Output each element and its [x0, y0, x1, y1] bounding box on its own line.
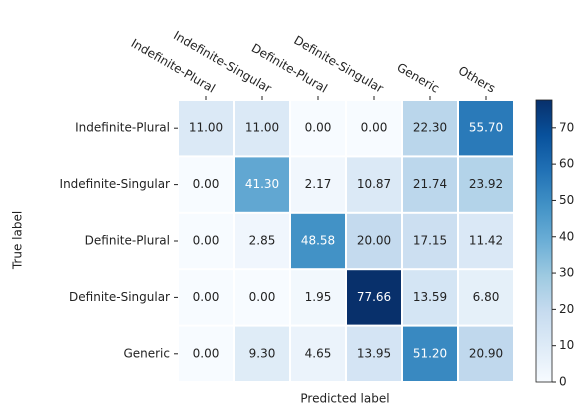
cell-label: 51.20 [413, 346, 447, 360]
colorbar-tick-label: 20 [559, 302, 574, 316]
x-axis-label: Predicted label [300, 392, 389, 406]
heatmap-cell [347, 270, 401, 325]
colorbar-tick-label: 30 [559, 266, 574, 280]
colorbar [535, 99, 553, 383]
heatmap-cell [179, 101, 233, 156]
y-tick-label: Indefinite-Plural [75, 121, 170, 135]
heatmap-cell [347, 101, 401, 156]
x-tick-label: Generic [394, 60, 441, 95]
heatmap-cell [347, 213, 401, 269]
cell-label: 4.65 [305, 346, 332, 360]
heatmap-cell [459, 101, 513, 156]
y-tick-label: Definite-Singular [69, 290, 170, 304]
heatmap-cell [179, 326, 233, 381]
cell-label: 48.58 [301, 234, 335, 248]
colorbar-tick-label: 0 [559, 375, 567, 389]
cell-label: 55.70 [469, 121, 503, 135]
heatmap-cell [291, 157, 345, 212]
cell-label: 22.30 [413, 121, 447, 135]
colorbar-tick-label: 60 [559, 157, 574, 171]
cell-label: 2.85 [249, 234, 276, 248]
colorbar-tick-label: 50 [559, 193, 574, 207]
cell-label: 6.80 [473, 290, 500, 304]
cell-label: 41.30 [245, 177, 279, 191]
cell-label: 11.00 [189, 121, 223, 135]
cell-label: 77.66 [357, 290, 391, 304]
heatmap-cell [459, 157, 513, 212]
heatmap-cell [403, 101, 457, 156]
x-tick-label: Indefinite-Singular [171, 28, 274, 95]
heatmap-cell [459, 326, 513, 381]
colorbar-tick-label: 10 [559, 338, 574, 352]
cell-label: 0.00 [193, 234, 220, 248]
heatmap-cell [347, 326, 401, 381]
cell-label: 2.17 [305, 177, 332, 191]
heatmap-cell [179, 157, 233, 212]
cell-label: 0.00 [193, 346, 220, 360]
cell-label: 11.42 [469, 234, 503, 248]
cell-label: 9.30 [249, 346, 276, 360]
heatmap-cell [403, 326, 457, 381]
heatmap-cell [291, 101, 345, 156]
heatmap-cell [347, 157, 401, 212]
x-tick-label: Definite-Singular [291, 33, 385, 96]
cell-label: 13.59 [413, 290, 447, 304]
heatmap-cell [235, 326, 289, 381]
colorbar-tick-label: 70 [559, 120, 574, 134]
cell-label: 20.00 [357, 234, 391, 248]
cell-label: 10.87 [357, 177, 391, 191]
cell-label: 0.00 [193, 290, 220, 304]
heatmap-cell [235, 213, 289, 269]
cell-label: 17.15 [413, 234, 447, 248]
y-tick-label: Indefinite-Singular [60, 177, 171, 191]
heatmap-cell [235, 157, 289, 212]
cell-label: 23.92 [469, 177, 503, 191]
cell-label: 0.00 [305, 121, 332, 135]
cell-label: 13.95 [357, 346, 391, 360]
heatmap-cell [403, 270, 457, 325]
cell-label: 11.00 [245, 121, 279, 135]
heatmap-cell [235, 270, 289, 325]
heatmap-cell [235, 101, 289, 156]
cell-label: 1.95 [305, 290, 332, 304]
heatmap-cell [459, 213, 513, 269]
cell-label: 0.00 [249, 290, 276, 304]
y-tick-label: Definite-Plural [85, 234, 170, 248]
heatmap-cell [459, 270, 513, 325]
colorbar-tick-label: 40 [559, 229, 574, 243]
heatmap-cell [403, 213, 457, 269]
cell-label: 21.74 [413, 177, 447, 191]
cell-label: 0.00 [361, 121, 388, 135]
heatmap-cell [179, 270, 233, 325]
heatmap-cell [291, 326, 345, 381]
cell-label: 0.00 [193, 177, 220, 191]
y-axis-label: True label [11, 211, 25, 270]
heatmap-cell [403, 157, 457, 212]
heatmap-cell [291, 270, 345, 325]
heatmap-cell [179, 213, 233, 269]
y-tick-label: Generic [123, 346, 170, 360]
heatmap-cell [291, 213, 345, 269]
x-tick-label: Others [456, 63, 498, 95]
cell-label: 20.90 [469, 346, 503, 360]
